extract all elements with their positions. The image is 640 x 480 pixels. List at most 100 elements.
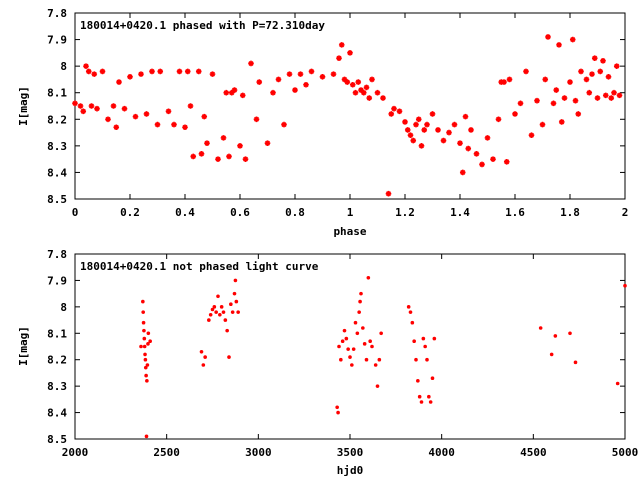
data-point — [545, 34, 551, 40]
data-point — [187, 103, 194, 109]
data-point — [355, 331, 360, 336]
data-point — [229, 302, 233, 307]
x-tick-label: 4000 — [428, 446, 455, 459]
data-point — [534, 97, 540, 104]
data-point — [338, 42, 345, 48]
data-point — [368, 339, 372, 344]
y-tick-label: 8.1 — [47, 87, 67, 100]
data-point — [127, 73, 133, 80]
data-point — [550, 100, 557, 107]
data-point — [139, 344, 143, 349]
data-point — [341, 76, 348, 83]
data-point — [616, 92, 623, 99]
data-point — [336, 410, 340, 415]
data-point — [209, 71, 216, 77]
data-point — [423, 344, 427, 349]
data-point — [232, 291, 237, 296]
data-point — [201, 363, 206, 367]
y-tick-label: 8.5 — [47, 193, 67, 206]
data-point — [457, 140, 463, 146]
data-point — [623, 283, 627, 288]
data-point — [528, 132, 535, 139]
data-point — [549, 352, 554, 357]
data-point — [165, 108, 172, 115]
x-tick-label: 0.2 — [120, 206, 140, 219]
data-point — [77, 103, 84, 109]
data-point — [421, 127, 428, 133]
data-point — [597, 68, 604, 75]
axis-ticks: 0 0.2 0.4 0.6 0.8 1 1.2 1.4 1.6 1.8 2 7.8 7.9 8 8.1 8.2… — [47, 7, 628, 219]
data-point — [146, 331, 151, 336]
data-point — [226, 153, 232, 160]
data-point — [253, 116, 260, 123]
x-tick-label: 4500 — [520, 446, 547, 459]
data-point — [214, 310, 218, 314]
data-point — [591, 55, 598, 61]
data-point — [380, 95, 386, 101]
x-tick-label: 1.2 — [395, 206, 415, 219]
data-point — [388, 111, 395, 117]
data-point — [340, 339, 345, 344]
data-point — [330, 71, 337, 77]
data-point — [80, 108, 87, 115]
y-tick-label: 8.3 — [47, 380, 67, 393]
x-tick-label: 0.6 — [230, 206, 250, 219]
data-point — [99, 68, 106, 75]
data-point — [373, 363, 378, 367]
data-point — [228, 89, 235, 96]
data-point — [116, 79, 122, 85]
data-point — [105, 116, 111, 123]
data-point — [575, 111, 582, 117]
x-tick-label: 0 — [72, 206, 79, 219]
y-tick-label: 8.1 — [47, 327, 67, 340]
data-point — [204, 140, 210, 146]
data-point — [350, 363, 354, 367]
x-tick-label: 5000 — [612, 446, 639, 459]
data-point — [415, 116, 422, 123]
data-point — [142, 344, 147, 349]
data-point — [353, 320, 358, 325]
y-tick-label: 7.9 — [47, 274, 67, 287]
x-tick-label: 0.8 — [285, 206, 305, 219]
data-point — [429, 111, 436, 117]
y-tick-label: 8.2 — [47, 354, 67, 367]
data-point — [230, 310, 235, 314]
data-point — [346, 347, 350, 351]
data-point — [366, 275, 371, 280]
data-point — [355, 79, 362, 85]
data-point — [347, 50, 353, 56]
data-point — [517, 100, 524, 107]
data-point — [568, 331, 572, 336]
data-point — [465, 145, 472, 152]
data-point — [256, 79, 263, 85]
data-point — [91, 71, 98, 77]
axis-ticks: 2000 2500 3000 3500 4000 4500 5000 7.8 7.9 8 8.1 8.… — [47, 248, 638, 459]
data-point — [344, 79, 351, 85]
data-point — [144, 434, 149, 439]
data-point — [613, 63, 620, 69]
data-point — [184, 68, 191, 75]
data-point — [553, 334, 558, 338]
data-point — [558, 119, 565, 125]
data-point — [143, 352, 147, 357]
data-point — [602, 92, 609, 99]
data-point — [342, 328, 347, 333]
data-point — [468, 127, 474, 133]
data-point — [402, 119, 408, 125]
data-point — [132, 113, 139, 120]
data-point — [157, 68, 164, 75]
data-point — [361, 326, 365, 330]
data-point — [138, 71, 144, 77]
data-point — [479, 161, 485, 168]
data-point — [615, 381, 620, 386]
data-point — [506, 76, 513, 83]
data-point — [363, 84, 370, 91]
data-point — [344, 336, 349, 341]
data-point — [218, 312, 222, 317]
data-point — [404, 127, 411, 133]
data-point — [430, 376, 435, 381]
x-axis-label: hjd0 — [337, 464, 364, 477]
data-point — [501, 79, 507, 85]
data-point — [297, 71, 304, 77]
data-point — [201, 113, 208, 120]
